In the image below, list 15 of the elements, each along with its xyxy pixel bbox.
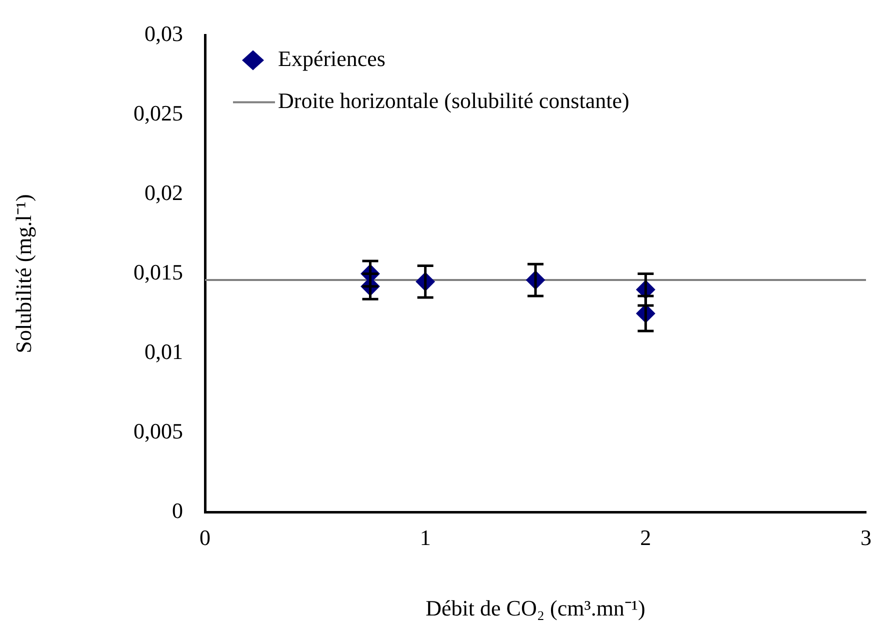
x-tick-label: 1 — [420, 525, 431, 550]
x-axis-title: Débit de CO₂ (cm³.mn⁻¹) — [426, 596, 646, 621]
y-tick-label: 0,02 — [144, 180, 183, 205]
x-tick-label: 3 — [860, 525, 872, 550]
y-tick-label: 0,005 — [134, 418, 183, 444]
legend-label: Expériences — [278, 46, 386, 71]
y-tick-label: 0,025 — [134, 100, 183, 126]
y-tick-label: 0,015 — [134, 259, 183, 284]
x-tick-label: 0 — [200, 525, 210, 550]
y-tick-label: 0,03 — [144, 20, 183, 46]
y-axis-title: Solubilité (mg.l⁻¹) — [10, 194, 36, 354]
y-tick-label: 0,01 — [144, 338, 183, 364]
x-tick-label: 2 — [640, 525, 652, 550]
legend-label: Droite horizontale (solubilité constante) — [278, 88, 630, 113]
y-tick-label: 0 — [172, 498, 183, 523]
